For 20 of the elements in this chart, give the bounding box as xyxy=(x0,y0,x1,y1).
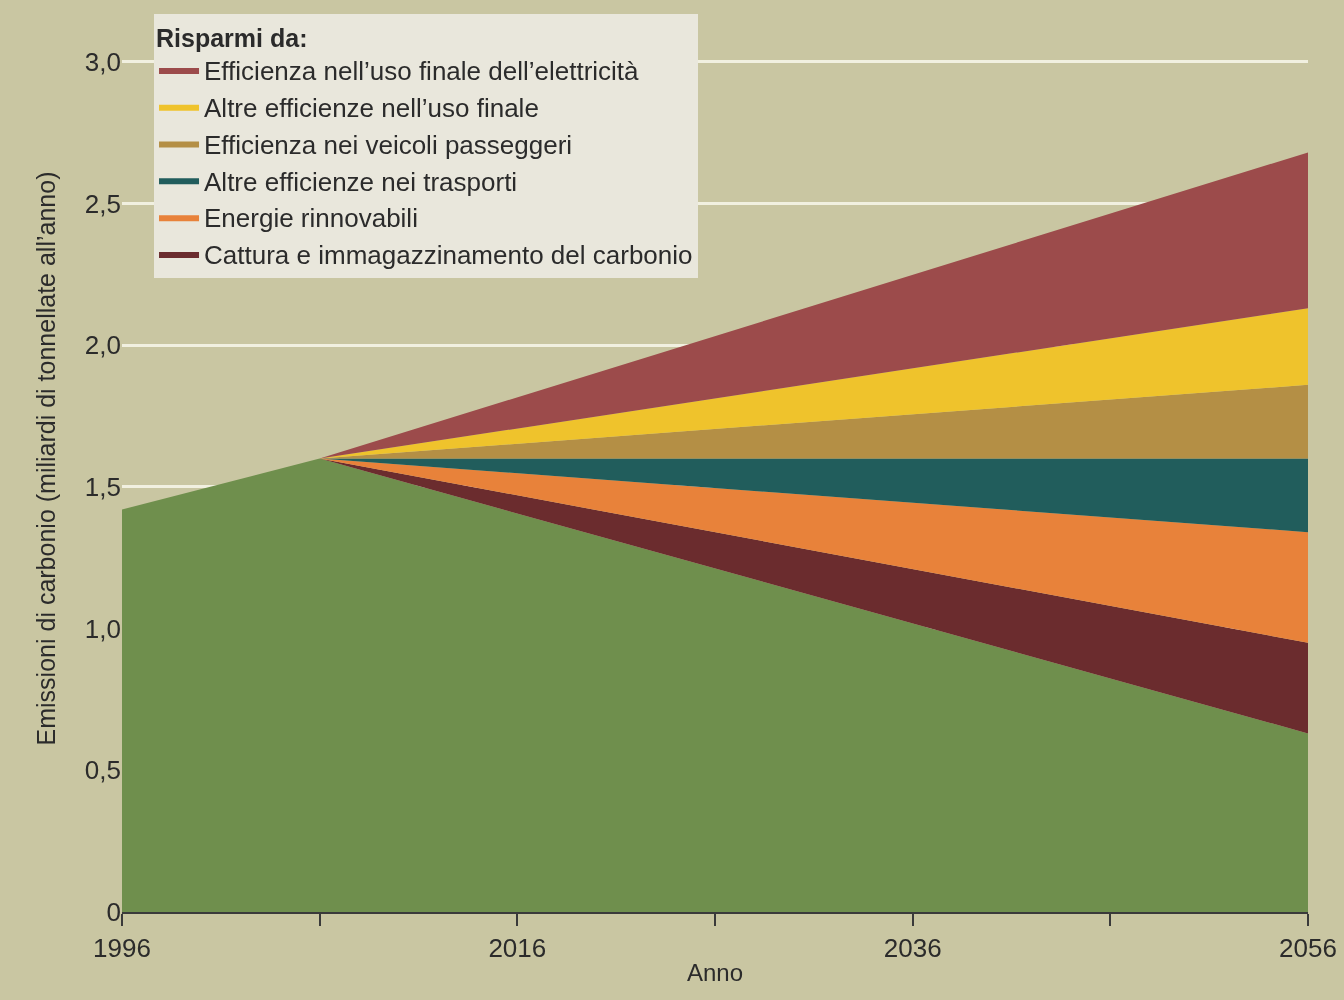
x-tick-label: 2016 xyxy=(488,933,547,964)
y-tick-label: 3,0 xyxy=(84,46,121,77)
x-tick-label: 1996 xyxy=(93,933,151,964)
y-tick-label: 0 xyxy=(106,897,121,928)
x-tick-label: 2056 xyxy=(1279,933,1337,964)
y-tick-label: 2,5 xyxy=(84,188,121,219)
legend-label: Altre efficienze nei trasporti xyxy=(204,166,518,197)
legend-title: Risparmi da: xyxy=(156,23,308,52)
legend-label: Cattura e immagazzinamento del carbonio xyxy=(204,240,693,271)
legend-label: Efficienza nei veicoli passeggeri xyxy=(204,129,573,160)
y-tick-label: 1,5 xyxy=(84,471,121,502)
legend-label: Efficienza nell’uso finale dell’elettricità xyxy=(204,56,640,87)
y-tick-label: 0,5 xyxy=(84,755,121,786)
y-axis-title: Emissioni di carbonio (miliardi di tonnellate all’anno) xyxy=(31,171,60,746)
legend-label: Altre efficienze nell’uso finale xyxy=(204,92,539,123)
x-tick-label: 2036 xyxy=(883,933,942,964)
legend-label: Energie rinnovabili xyxy=(204,203,418,234)
y-tick-label: 1,0 xyxy=(84,613,121,644)
x-axis-title: Anno xyxy=(686,959,744,986)
y-tick-label: 2,0 xyxy=(84,330,121,361)
